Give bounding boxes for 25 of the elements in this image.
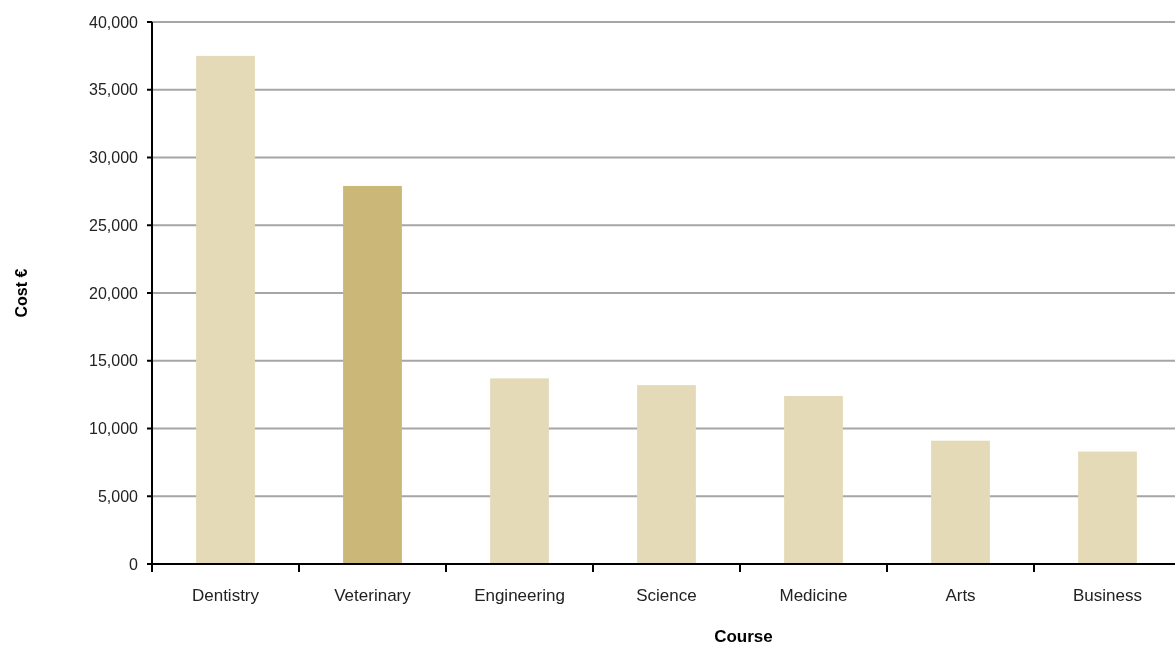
bar <box>784 395 843 564</box>
x-tick-label: Engineering <box>474 586 565 605</box>
x-tick-label: Veterinary <box>334 586 412 605</box>
bar <box>490 378 549 564</box>
y-tick-label: 10,000 <box>89 420 139 438</box>
y-tick-label: 5,000 <box>97 487 139 505</box>
bar <box>637 385 696 564</box>
y-tick-label: 25,000 <box>89 216 139 234</box>
bar <box>1078 451 1137 564</box>
bar <box>343 185 402 564</box>
y-tick-label: 40,000 <box>89 13 139 31</box>
x-tick-label: Arts <box>945 586 976 605</box>
bar <box>931 440 990 564</box>
y-tick-label: 0 <box>129 555 139 573</box>
x-tick-label: Medicine <box>779 586 848 605</box>
x-tick-label: Science <box>636 586 697 605</box>
y-tick-label: 20,000 <box>89 284 139 302</box>
y-tick-label: 30,000 <box>89 149 139 167</box>
y-tick-label: 35,000 <box>89 81 139 99</box>
bar <box>196 55 255 564</box>
x-axis-title: Course <box>714 626 773 646</box>
x-tick-label: Dentistry <box>191 586 260 605</box>
x-tick-label: Business <box>1073 586 1142 605</box>
y-axis-title: Cost € <box>13 268 30 318</box>
y-tick-label: 15,000 <box>89 352 139 370</box>
